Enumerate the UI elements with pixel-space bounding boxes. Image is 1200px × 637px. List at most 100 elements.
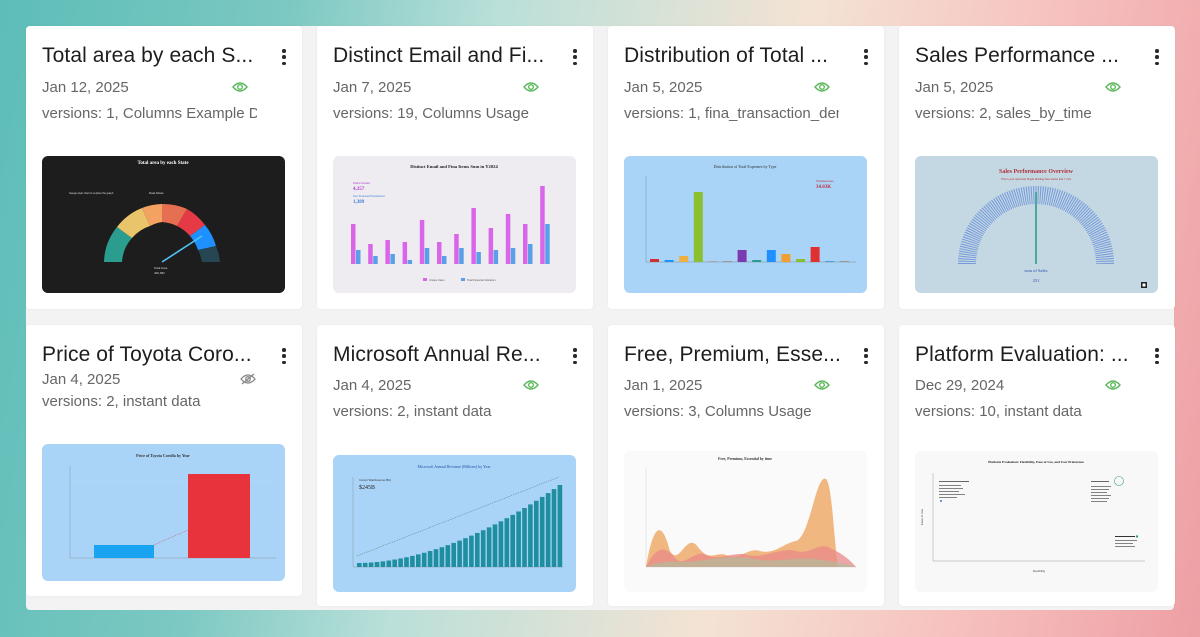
thumb-bar — [752, 260, 762, 262]
thumb-bar — [457, 540, 462, 567]
eye-icon[interactable] — [523, 379, 539, 391]
card-date: Jan 12, 2025 — [42, 79, 129, 96]
chart-card[interactable]: Sales Performance ... Jan 5, 2025 versio… — [899, 26, 1175, 309]
thumb-kpi-value: 34.03K — [816, 185, 831, 190]
thumb-bar — [407, 260, 413, 264]
more-options-icon[interactable] — [858, 345, 874, 367]
chart-thumbnail[interactable]: Total area by each State Gauge-style cha… — [42, 156, 285, 293]
chart-thumbnail[interactable]: Price of Toyota Corolla by Year — [42, 444, 285, 581]
thumb-bar — [385, 240, 390, 264]
thumb-bar — [723, 261, 732, 262]
thumb-bar — [516, 511, 521, 567]
chart-card[interactable]: Free, Premium, Esse... Jan 1, 2025 versi… — [608, 325, 884, 606]
thumb-bar — [534, 500, 539, 567]
chart-card[interactable]: Distribution of Total ... Jan 5, 2025 ve… — [608, 26, 884, 309]
thumb-bar — [545, 224, 550, 264]
thumb-bar — [540, 186, 545, 264]
thumb-bar — [498, 521, 504, 567]
chart-thumbnail[interactable]: Microsoft Annual Revenue (Billions) by Y… — [333, 455, 576, 592]
thumb-bar — [493, 250, 499, 264]
thumb-title: Platform Evaluation: Flexibility, Ease o… — [988, 460, 1084, 464]
eye-icon[interactable] — [1105, 81, 1121, 93]
thumb-value: 251 — [1033, 278, 1040, 283]
card-versions: versions: 1, fina_transaction_den — [624, 105, 839, 122]
thumb-bar — [825, 261, 835, 262]
chart-thumbnail[interactable]: Distinct Email and Fina Items Sum in Y20… — [333, 156, 576, 293]
thumb-bar — [810, 247, 820, 262]
eye-off-icon[interactable] — [240, 373, 256, 385]
card-versions: versions: 2, instant data — [333, 403, 492, 420]
more-options-icon[interactable] — [276, 46, 292, 68]
thumb-bar — [510, 248, 516, 264]
card-title[interactable]: Platform Evaluation: ... — [915, 343, 1129, 366]
eye-icon[interactable] — [232, 81, 248, 93]
thumb-bar — [528, 244, 533, 264]
card-title[interactable]: Microsoft Annual Re... — [333, 343, 541, 366]
card-title[interactable]: Total area by each S... — [42, 44, 254, 67]
thumb-bar — [679, 256, 689, 262]
thumb-bar — [424, 248, 430, 264]
more-options-icon[interactable] — [567, 345, 583, 367]
thumb-kpi-value: $245B — [359, 484, 375, 491]
thumb-bar — [551, 489, 557, 567]
thumb-bar — [708, 261, 718, 262]
thumb-bar — [439, 547, 445, 567]
eye-icon[interactable] — [814, 81, 830, 93]
chart-card[interactable]: Price of Toyota Coro... Jan 4, 2025 vers… — [26, 325, 302, 596]
thumb-label: sum of Sales — [1025, 268, 1048, 273]
card-versions: versions: 10, instant data — [915, 403, 1082, 420]
eye-icon[interactable] — [1105, 379, 1121, 391]
card-versions: versions: 2, sales_by_time — [915, 105, 1092, 122]
card-title[interactable]: Sales Performance ... — [915, 44, 1120, 67]
thumb-bar — [476, 252, 481, 264]
thumb-bar — [404, 557, 409, 567]
more-options-icon[interactable] — [276, 345, 292, 367]
card-date: Jan 4, 2025 — [333, 377, 412, 394]
more-options-icon[interactable] — [1149, 345, 1165, 367]
thumb-bar — [528, 504, 533, 567]
chart-card[interactable]: Total area by each S... Jan 12, 2025 ver… — [26, 26, 302, 309]
thumb-bar — [398, 558, 403, 567]
chart-card[interactable]: Microsoft Annual Re... Jan 4, 2025 versi… — [317, 325, 593, 606]
thumb-bar — [351, 224, 356, 264]
thumb-bar — [454, 234, 459, 264]
thumb-bar — [362, 562, 368, 567]
chart-thumbnail[interactable]: Distribution of Total Expenses by Type T… — [624, 156, 867, 293]
card-date: Jan 5, 2025 — [915, 79, 994, 96]
eye-icon[interactable] — [523, 81, 539, 93]
chart-thumbnail[interactable]: Free, Premium, Essential by time — [624, 451, 867, 592]
card-versions: versions: 1, Columns Example Da — [42, 105, 257, 122]
chart-card[interactable]: Distinct Email and Fi... Jan 7, 2025 ver… — [317, 26, 593, 309]
chart-card[interactable]: Platform Evaluation: ... Dec 29, 2024 ve… — [899, 325, 1175, 606]
thumb-stat2-label: Sum Financial Transactions — [353, 194, 386, 198]
card-date: Dec 29, 2024 — [915, 377, 1005, 394]
more-options-icon[interactable] — [1149, 46, 1165, 68]
thumb-title: Sales Performance Overview — [999, 169, 1074, 175]
card-title[interactable]: Distinct Email and Fi... — [333, 44, 545, 67]
thumb-bar — [373, 256, 378, 264]
card-title[interactable]: Free, Premium, Esse... — [624, 343, 841, 366]
thumb-bar — [390, 254, 395, 264]
thumb-bar — [510, 514, 515, 567]
thumb-bar — [522, 508, 527, 567]
more-options-icon[interactable] — [567, 46, 583, 68]
thumb-bar — [463, 538, 468, 567]
thumb-stat1-value: 4,357 — [353, 187, 365, 192]
thumb-bar — [374, 562, 380, 567]
thumb-readout-label: Total Area — [154, 266, 168, 270]
thumb-title: Free, Premium, Essential by time — [718, 457, 772, 461]
thumb-bar — [459, 248, 464, 264]
more-options-icon[interactable] — [858, 46, 874, 68]
thumb-bar — [469, 535, 474, 567]
eye-icon[interactable] — [814, 379, 830, 391]
thumb-xlabel: Flexibility — [1033, 569, 1046, 573]
chart-thumbnail[interactable]: Platform Evaluation: Flexibility, Ease o… — [915, 451, 1158, 592]
thumb-subtitle: This is your optimized Single Dividing l… — [1001, 177, 1071, 181]
thumb-ylabel: Ease of Use — [920, 508, 924, 525]
thumb-bar — [445, 545, 451, 567]
card-title[interactable]: Price of Toyota Coro... — [42, 343, 252, 366]
thumb-readout-value: 400,952 — [154, 271, 165, 275]
thumb-bar — [421, 552, 427, 567]
chart-thumbnail[interactable]: Sales Performance Overview This is your … — [915, 156, 1158, 293]
card-title[interactable]: Distribution of Total ... — [624, 44, 829, 67]
